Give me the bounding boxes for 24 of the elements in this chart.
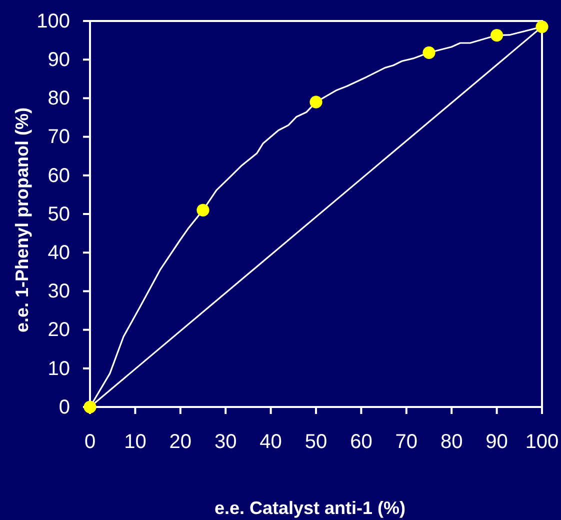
- x-tick-label: 70: [395, 431, 418, 454]
- x-tick-label: 40: [260, 431, 282, 454]
- x-tick-label: 10: [124, 431, 146, 454]
- y-tick-label: 70: [48, 126, 70, 148]
- x-tick-label: 50: [304, 431, 328, 454]
- y-axis-title: e.e. 1-Phenyl propanol (%): [12, 107, 32, 333]
- y-tick-label: 50: [48, 203, 70, 226]
- x-tick-label: 90: [486, 431, 508, 454]
- y-tick-label: 20: [48, 319, 70, 342]
- y-tick-label: 90: [48, 49, 70, 71]
- x-tick-label: 80: [440, 431, 463, 454]
- x-tick-label: 0: [84, 431, 96, 454]
- y-tick-label: 80: [48, 88, 70, 110]
- y-tick-label: 10: [48, 358, 70, 380]
- x-tick-label: 30: [214, 431, 237, 454]
- x-tick-label: 60: [350, 431, 372, 454]
- x-tick-label: 20: [169, 431, 192, 454]
- y-tick-label: 100: [36, 10, 70, 32]
- x-tick-label: 100: [525, 431, 559, 454]
- y-tick-label: 60: [48, 164, 70, 187]
- x-axis-title: e.e. Catalyst anti-1 (%): [214, 498, 406, 518]
- y-tick-label: 40: [48, 242, 70, 264]
- y-tick-label: 30: [48, 280, 70, 303]
- y-tick-label: 0: [58, 396, 70, 418]
